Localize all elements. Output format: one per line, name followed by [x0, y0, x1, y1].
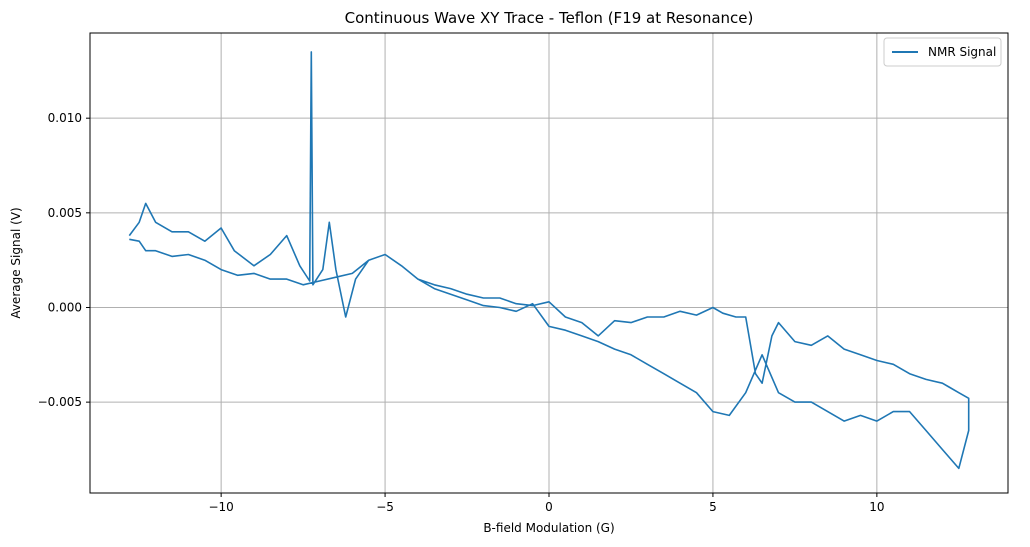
x-tick-label: 5 — [709, 500, 717, 514]
x-axis-label: B-field Modulation (G) — [483, 521, 614, 535]
y-tick-label: 0.010 — [48, 111, 82, 125]
legend-box — [883, 37, 1002, 67]
y-tick-label: −0.005 — [38, 395, 82, 409]
x-tick-label: −5 — [376, 500, 394, 514]
x-axis: −10 −5 0 5 10 — [208, 493, 884, 514]
legend: NMR Signal — [883, 37, 1002, 67]
series-line-nmr-signal — [128, 51, 970, 470]
y-tick-label: 0.000 — [48, 300, 82, 314]
series-layer — [128, 51, 970, 470]
x-tick-label: 0 — [545, 500, 553, 514]
x-tick-label: 10 — [869, 500, 884, 514]
chart-title: Continuous Wave XY Trace - Teflon (F19 a… — [345, 9, 754, 27]
y-axis-label: Average Signal (V) — [9, 207, 23, 318]
grid — [90, 33, 1008, 493]
legend-label: NMR Signal — [928, 45, 996, 59]
y-tick-label: 0.005 — [48, 206, 82, 220]
x-tick-label: −10 — [208, 500, 233, 514]
y-axis: −0.005 0.000 0.005 0.010 — [38, 111, 90, 409]
